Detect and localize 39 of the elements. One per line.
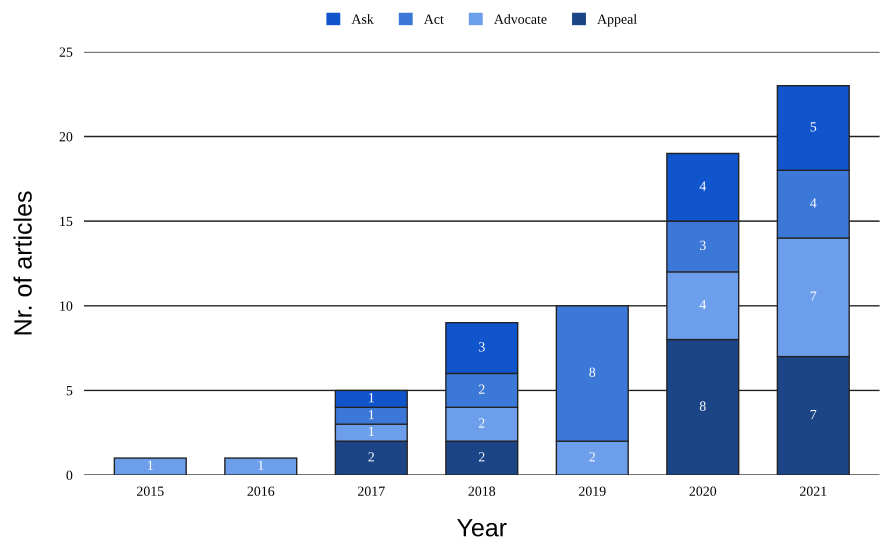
data-label: 1	[148, 460, 153, 470]
y-tick-label: 15	[60, 216, 72, 226]
x-tick-label: 2019	[579, 486, 606, 496]
data-label: 4	[700, 300, 706, 310]
data-label: 1	[258, 460, 264, 470]
y-tick-label: 5	[66, 386, 72, 396]
data-label: 7	[810, 292, 816, 301]
legend-label: Appeal	[597, 14, 637, 27]
x-tick-label: 2021	[800, 486, 826, 496]
x-tick-label: 2017	[358, 486, 385, 496]
data-label: 5	[810, 122, 816, 132]
data-label: 3	[478, 342, 485, 352]
data-label: 1	[369, 426, 374, 436]
data-label: 4	[810, 198, 817, 208]
x-tick-label: 2015	[137, 486, 164, 496]
data-label: 4	[700, 181, 706, 191]
data-label: 8	[589, 368, 596, 377]
y-axis-title: Nr. of articles	[13, 191, 32, 334]
data-label: 3	[700, 240, 706, 250]
y-tick-label: 25	[60, 47, 72, 57]
y-tick-label: 10	[60, 301, 72, 311]
x-tick-label: 2016	[248, 486, 274, 496]
data-label: 2	[368, 452, 374, 462]
data-label: 1	[369, 393, 374, 402]
x-tick-label: 2020	[690, 486, 716, 496]
x-axis-title: Year	[457, 519, 507, 537]
data-label: 7	[810, 410, 816, 420]
legend-label: Act	[424, 14, 444, 24]
data-label: 2	[478, 384, 484, 394]
legend-label: Advocate	[494, 14, 547, 24]
data-label: 2	[478, 452, 484, 462]
y-tick-label: 20	[60, 132, 72, 142]
data-label: 2	[478, 418, 484, 428]
x-tick-label: 2018	[468, 486, 496, 496]
data-label: 8	[700, 401, 706, 411]
data-label: 1	[369, 410, 374, 420]
y-tick-label: 0	[66, 470, 72, 480]
data-label: 2	[589, 452, 595, 462]
legend-label: Ask	[352, 14, 374, 24]
